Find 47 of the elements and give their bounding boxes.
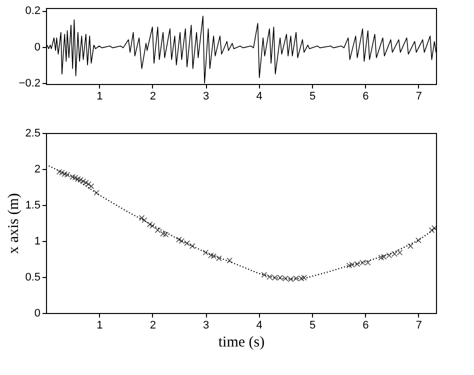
point bbox=[346, 262, 352, 268]
y-tick-label: −0.2 bbox=[18, 78, 40, 90]
x-tick-label: 7 bbox=[416, 90, 422, 102]
point bbox=[162, 232, 169, 238]
point bbox=[150, 222, 156, 229]
point bbox=[88, 183, 94, 190]
point bbox=[301, 274, 307, 281]
point bbox=[86, 181, 92, 188]
y-axis-title: x axis (m) bbox=[6, 193, 22, 254]
point bbox=[83, 180, 89, 186]
y-tick-label: 2 bbox=[34, 164, 40, 176]
x-tick-label: 4 bbox=[256, 90, 262, 102]
point bbox=[154, 227, 161, 234]
point bbox=[408, 243, 414, 249]
y-tick-label: 1 bbox=[34, 236, 40, 248]
x-tick-label: 2 bbox=[150, 320, 156, 332]
x-tick-label: 5 bbox=[309, 90, 316, 102]
y-tick-label: 0 bbox=[34, 41, 40, 54]
y-tick-label: 0 bbox=[34, 308, 40, 320]
x-tick-label: 2 bbox=[150, 90, 156, 102]
x-tick-label: 1 bbox=[96, 320, 103, 332]
point bbox=[189, 243, 196, 249]
point bbox=[428, 227, 435, 234]
point bbox=[138, 215, 145, 221]
point bbox=[176, 236, 182, 242]
y-tick-label: 2.5 bbox=[25, 128, 40, 140]
x-tick-label: 6 bbox=[362, 320, 369, 332]
point bbox=[416, 237, 422, 244]
point bbox=[226, 258, 232, 264]
x-tick-label: 5 bbox=[309, 320, 316, 332]
y-tick-label: 1.5 bbox=[25, 200, 40, 212]
x-tick-label: 3 bbox=[203, 90, 210, 102]
point bbox=[208, 252, 214, 258]
point bbox=[202, 250, 209, 256]
point bbox=[142, 217, 148, 224]
point bbox=[160, 230, 166, 237]
x-tick-label: 4 bbox=[256, 320, 262, 332]
x-axis-title: time (s) bbox=[218, 334, 265, 350]
y-tick-label: 0.2 bbox=[25, 5, 40, 18]
x-tick-label: 7 bbox=[416, 320, 422, 332]
point bbox=[378, 254, 384, 260]
point bbox=[94, 190, 100, 196]
y-tick-label: 0.5 bbox=[25, 272, 40, 284]
x-tick-label: 3 bbox=[203, 320, 210, 332]
x-tick-label: 1 bbox=[96, 90, 103, 102]
x-tick-label: 6 bbox=[362, 90, 369, 102]
point bbox=[146, 222, 153, 228]
